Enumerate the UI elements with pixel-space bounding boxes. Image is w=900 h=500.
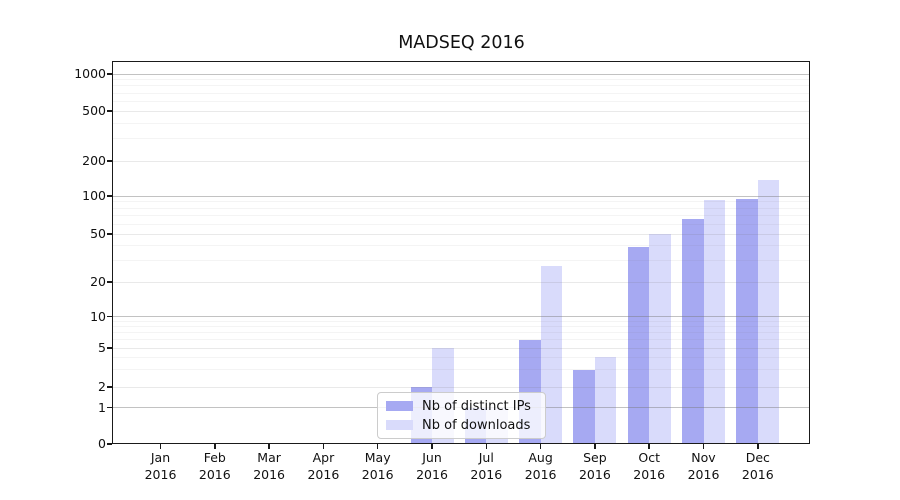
x-tick-mark — [757, 444, 759, 449]
y-tick-label: 50 — [90, 226, 106, 241]
x-tick-mark — [594, 444, 596, 449]
gridline-minor — [113, 100, 810, 102]
x-tick-mark — [431, 444, 433, 449]
x-tick-mark — [268, 444, 270, 449]
gridline-mid — [113, 386, 810, 388]
chart-title: MADSEQ 2016 — [398, 33, 525, 53]
gridline-minor — [113, 260, 810, 262]
y-tick-label: 0 — [98, 436, 106, 451]
y-tick-mark — [106, 160, 112, 162]
x-tick-mark — [322, 444, 325, 449]
y-tick-mark — [106, 406, 112, 409]
legend: Nb of distinct IPs Nb of downloads — [377, 392, 546, 439]
x-tick-label: Jul 2016 — [470, 450, 503, 482]
y-tick-label: 100 — [82, 188, 106, 203]
y-tick-label: 1000 — [74, 66, 106, 81]
y-tick-mark — [106, 195, 112, 197]
legend-label-downloads: Nb of downloads — [422, 417, 531, 433]
gridline-mid — [113, 347, 810, 349]
gridline-major — [113, 73, 810, 75]
gridline-minor — [113, 369, 810, 371]
x-tick-label: Nov 2016 — [687, 450, 720, 482]
x-tick-label: May 2016 — [361, 450, 394, 482]
gridline-minor — [113, 356, 810, 358]
gridline-minor — [113, 320, 810, 322]
bar-downloads-sep-2016 — [594, 357, 617, 444]
gridline-major — [113, 316, 810, 317]
x-tick-mark — [159, 444, 162, 449]
bar-downloads-nov-2016 — [703, 199, 725, 444]
y-tick-label: 2 — [98, 379, 106, 394]
gridline-major — [113, 195, 810, 197]
gridline-minor — [113, 207, 810, 209]
legend-item-downloads: Nb of downloads — [386, 418, 537, 433]
y-tick-mark — [106, 386, 112, 388]
y-tick-label: 5 — [98, 340, 106, 355]
bar-downloads-dec-2016 — [757, 180, 780, 444]
y-tick-mark — [106, 233, 112, 235]
gridline-minor — [113, 201, 810, 203]
y-tick-mark — [106, 315, 112, 318]
bar-ips-oct-2016 — [627, 247, 650, 444]
gridline-minor — [113, 332, 810, 334]
y-tick-label: 1 — [98, 399, 106, 415]
gridline-minor — [113, 92, 810, 94]
legend-swatch-ips-icon — [386, 401, 413, 411]
y-tick-mark — [106, 281, 112, 283]
x-tick-mark — [214, 444, 216, 449]
x-tick-mark — [702, 444, 705, 449]
x-tick-mark — [485, 444, 488, 449]
x-tick-label: Sep 2016 — [578, 450, 611, 482]
gridline-mid — [113, 233, 810, 235]
legend-label-distinct-ips: Nb of distinct IPs — [422, 398, 531, 414]
bar-ips-dec-2016 — [736, 198, 758, 444]
x-tick-label: Oct 2016 — [633, 450, 666, 482]
bar-ips-sep-2016 — [573, 369, 595, 444]
x-tick-mark — [648, 444, 650, 449]
gridline-minor — [113, 223, 810, 225]
y-tick-mark — [106, 443, 112, 445]
gridline-minor — [113, 85, 810, 87]
x-tick-label: Feb 2016 — [198, 450, 231, 482]
legend-swatch-downloads-icon — [386, 420, 413, 430]
bar-downloads-oct-2016 — [649, 234, 671, 444]
x-tick-label: Mar 2016 — [253, 450, 285, 482]
gridline-mid — [113, 281, 810, 283]
legend-item-distinct-ips: Nb of distinct IPs — [386, 399, 537, 414]
x-tick-label: Apr 2016 — [307, 450, 340, 482]
gridline-mid — [113, 110, 810, 112]
gridline-minor — [113, 215, 810, 217]
x-tick-mark — [376, 444, 379, 449]
x-tick-mark — [539, 444, 542, 449]
y-tick-label: 500 — [82, 103, 106, 118]
gridline-minor — [113, 138, 810, 140]
x-tick-label: Dec 2016 — [741, 450, 774, 482]
x-tick-label: Jan 2016 — [144, 450, 177, 482]
gridline-minor — [113, 245, 810, 247]
x-tick-label: Jun 2016 — [416, 450, 448, 482]
y-tick-label: 20 — [90, 274, 106, 289]
y-tick-label: 200 — [82, 153, 106, 168]
y-tick-mark — [106, 110, 112, 112]
gridline-minor — [113, 326, 810, 328]
bar-ips-nov-2016 — [682, 218, 704, 444]
gridline-minor — [113, 339, 810, 341]
y-tick-mark — [106, 73, 112, 75]
gridline-minor — [113, 79, 810, 81]
y-tick-mark — [106, 347, 112, 349]
x-tick-label: Aug 2016 — [524, 450, 557, 482]
gridline-minor — [113, 122, 810, 124]
gridline-mid — [113, 160, 810, 162]
y-tick-label: 10 — [90, 308, 106, 324]
